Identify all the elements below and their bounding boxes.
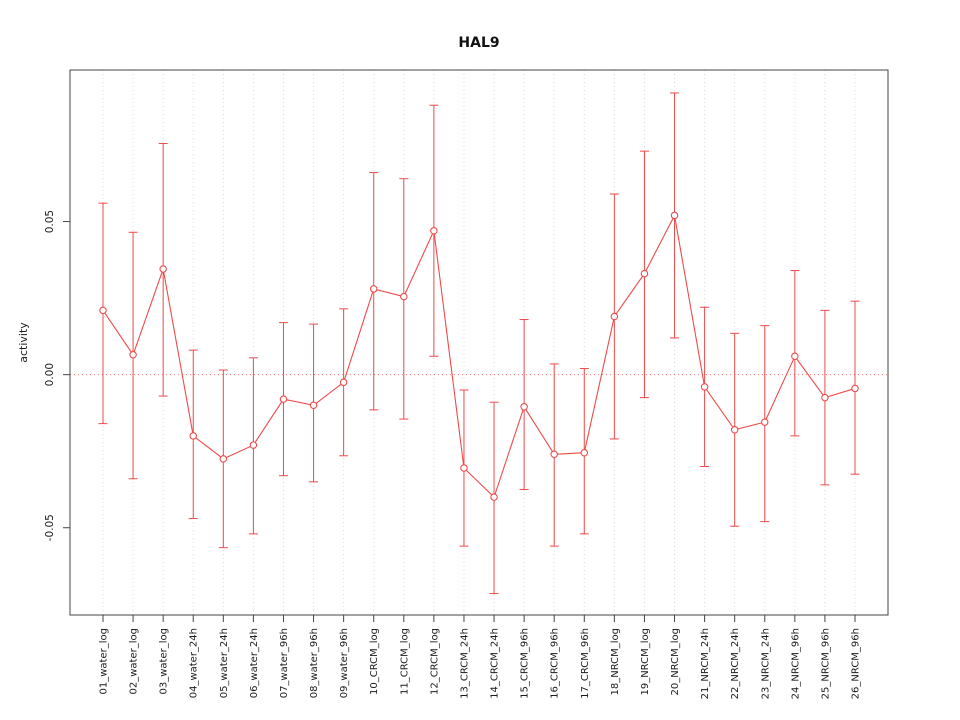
x-tick-label: 03_water_log — [159, 628, 170, 694]
x-tick-label: 20_NRCM_log — [670, 628, 681, 696]
y-tick-label: 0.05 — [44, 210, 56, 233]
x-tick-label: 10_CRCM_log — [369, 628, 380, 695]
y-tick-label: 0.00 — [44, 363, 56, 386]
x-tick-label: 12_CRCM_log — [429, 628, 440, 695]
data-point — [700, 383, 709, 391]
x-tick-label: 22_NRCM_24h — [730, 628, 741, 699]
x-tick-label: 21_NRCM_24h — [700, 628, 711, 699]
x-tick-label: 16_CRCM_96h — [550, 628, 561, 699]
x-tick-label: 26_NRCM_96h — [851, 628, 862, 699]
data-point — [339, 378, 348, 387]
x-tick-label: 02_water_log — [129, 628, 140, 694]
data-point — [219, 455, 228, 463]
data-point — [761, 418, 769, 426]
data-point — [610, 312, 619, 321]
x-tick-label: 13_CRCM_24h — [459, 628, 470, 699]
y-axis-title: activity — [17, 322, 30, 363]
x-tick-label: 18_NRCM_log — [610, 628, 621, 696]
data-point — [279, 395, 288, 403]
x-tick-label: 19_NRCM_log — [640, 628, 651, 696]
data-point — [640, 269, 649, 278]
data-point — [430, 226, 438, 235]
x-tick-label: 06_water_24h — [249, 628, 260, 698]
data-point — [490, 493, 498, 501]
data-point — [580, 448, 589, 457]
x-tick-label: 07_water_96h — [279, 628, 290, 698]
data-point — [400, 292, 408, 301]
x-tick-label: 04_water_24h — [189, 628, 200, 698]
data-point — [129, 350, 137, 359]
x-tick-label: 14_CRCM_24h — [490, 628, 501, 699]
x-tick-label: 25_NRCM_96h — [820, 628, 831, 699]
data-point — [821, 393, 829, 402]
data-point — [249, 441, 258, 449]
x-tick-label: 08_water_96h — [309, 628, 320, 698]
y-tick-label: -0.05 — [44, 514, 56, 541]
chart-title: HAL9 — [458, 35, 500, 51]
data-point — [189, 432, 197, 440]
data-point — [730, 426, 739, 434]
data-point — [369, 285, 378, 293]
data-point — [159, 265, 167, 273]
x-tick-label: 17_CRCM_96h — [580, 628, 591, 699]
data-point — [99, 306, 107, 315]
x-tick-label: 11_CRCM_log — [399, 628, 410, 695]
data-point — [670, 211, 679, 220]
data-point — [791, 352, 799, 361]
plot-box — [69, 69, 889, 616]
data-point — [460, 464, 468, 472]
x-tick-label: 09_water_96h — [339, 628, 350, 698]
x-tick-label: 15_CRCM_96h — [520, 628, 531, 699]
data-point — [550, 450, 558, 459]
x-tick-label: 24_NRCM_96h — [790, 628, 801, 699]
x-tick-label: 05_water_24h — [219, 628, 230, 698]
x-tick-label: 23_NRCM_24h — [760, 628, 771, 699]
x-tick-label: 01_water_log — [99, 628, 110, 694]
data-point — [309, 401, 318, 410]
data-point — [520, 403, 528, 411]
data-point — [851, 384, 859, 393]
series-line — [102, 213, 856, 499]
